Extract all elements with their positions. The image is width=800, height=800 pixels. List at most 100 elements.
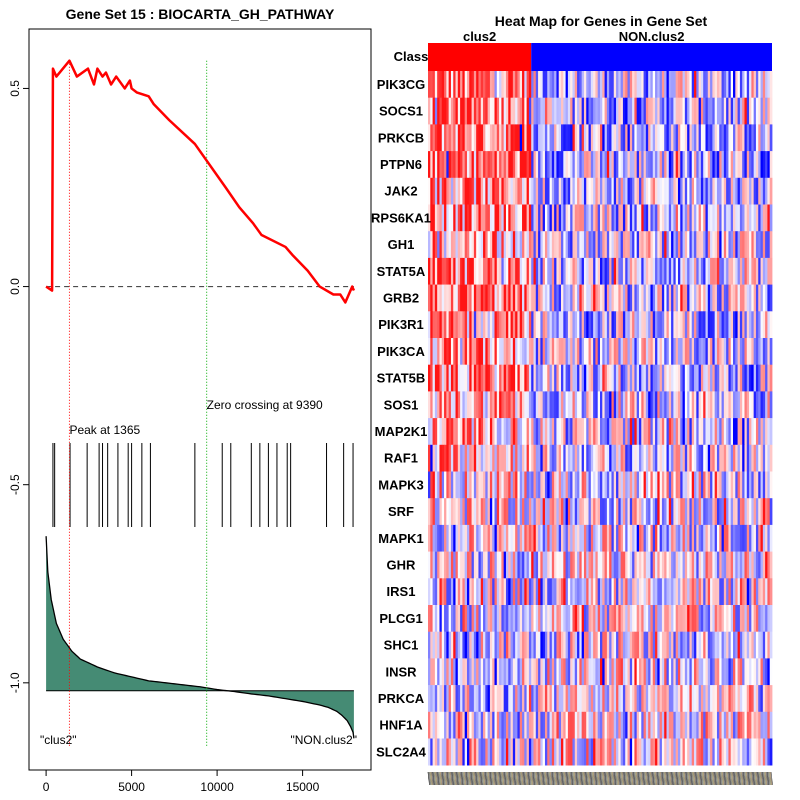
heatmap-cell	[657, 311, 661, 339]
heatmap-cell	[671, 685, 674, 713]
heatmap-cell	[609, 97, 612, 125]
heatmap-cell	[457, 418, 461, 446]
heatmap-cell	[687, 551, 690, 579]
heatmap-cell	[641, 124, 644, 152]
heatmap-cell	[501, 444, 505, 472]
heatmap-cell	[744, 338, 748, 365]
heatmap-cell	[716, 471, 720, 499]
heatmap-cell	[549, 311, 553, 339]
heatmap-cell	[503, 524, 507, 552]
heatmap-cell	[719, 257, 722, 285]
heatmap-cell	[581, 124, 585, 152]
heatmap-cell	[460, 124, 463, 152]
heatmap-cell	[434, 71, 438, 98]
heatmap-cell	[588, 71, 592, 98]
heatmap-cell	[698, 391, 702, 419]
heatmap-cell	[583, 231, 587, 259]
heatmap-cell	[471, 311, 475, 339]
gene-label: GRB2	[383, 290, 419, 305]
heatmap-cell	[588, 551, 592, 579]
heatmap-cell	[524, 97, 528, 125]
heatmap-cell	[661, 311, 665, 339]
heatmap-cell	[606, 498, 610, 526]
heatmap-cell	[742, 151, 745, 179]
heatmap-cell	[499, 204, 502, 232]
heatmap-cell	[758, 311, 761, 339]
heatmap-cell	[625, 151, 628, 179]
heatmap-cell	[471, 605, 475, 632]
heatmap-cell	[691, 711, 695, 739]
heatmap-cell	[496, 578, 500, 606]
heatmap-cell	[542, 524, 546, 552]
heatmap-cell	[563, 231, 566, 259]
heatmap-cell	[625, 498, 628, 526]
heatmap-cell	[487, 658, 491, 686]
heatmap-cell	[629, 578, 633, 606]
heatmap-cell	[666, 391, 670, 419]
guide-lines	[46, 60, 354, 747]
heatmap-cell	[503, 151, 507, 179]
heatmap-cell	[606, 631, 610, 659]
heatmap-cell	[751, 711, 755, 739]
heatmap-cell	[744, 605, 748, 632]
heatmap-cell	[641, 151, 644, 179]
sample-label-mark	[729, 771, 732, 786]
heatmap-cell	[726, 685, 729, 713]
sample-label-mark	[622, 771, 625, 786]
heatmap-cell	[733, 177, 736, 205]
heatmap-cell	[563, 738, 566, 766]
heatmap-cell	[469, 658, 472, 686]
heatmap-cell	[441, 444, 445, 472]
heatmap-cell	[528, 605, 532, 632]
heatmap-cell	[437, 284, 440, 312]
heatmap-cell	[645, 151, 649, 179]
heatmap-cell	[519, 631, 523, 659]
heatmap-cell	[512, 418, 516, 446]
heatmap-cell	[526, 524, 530, 552]
heatmap-cell	[767, 471, 771, 499]
heatmap-cell	[609, 738, 612, 766]
heatmap-cell	[441, 124, 445, 152]
heatmap-cell	[712, 605, 716, 632]
heatmap-cell	[448, 177, 452, 205]
heatmap-cell	[434, 444, 438, 472]
heatmap-cell	[496, 284, 500, 312]
heatmap-cell	[505, 124, 509, 152]
heatmap-cell	[577, 391, 580, 419]
heatmap-cell	[622, 177, 626, 205]
heatmap-cell	[583, 631, 587, 659]
heatmap-cell	[707, 284, 711, 312]
heatmap-cell	[627, 658, 631, 686]
heatmap-cell	[453, 418, 456, 446]
heatmap-cell	[689, 418, 693, 446]
heatmap-cell	[739, 177, 743, 205]
heatmap-cell	[469, 418, 472, 446]
heatmap-cell	[629, 204, 633, 232]
heatmap-cell	[517, 204, 521, 232]
heatmap-cell	[641, 418, 644, 446]
heatmap-cell	[671, 631, 674, 659]
heatmap-cell	[448, 338, 452, 365]
heatmap-cell	[469, 124, 472, 152]
heatmap-cell	[616, 338, 619, 365]
heatmap-cell	[595, 364, 599, 392]
heatmap-cell	[540, 151, 544, 179]
heatmap-cell	[684, 471, 688, 499]
heatmap-cell	[684, 257, 688, 285]
heatmap-cell	[604, 97, 608, 125]
heatmap-cell	[682, 257, 686, 285]
heatmap-cell	[606, 605, 610, 632]
y-tick-label: -1.0	[8, 672, 22, 693]
heatmap-cell	[645, 631, 649, 659]
heatmap-cell	[428, 124, 431, 152]
heatmap-cell	[661, 391, 665, 419]
heatmap-cell	[499, 364, 502, 392]
heatmap-cell	[563, 257, 566, 285]
gene-label: PRKCB	[378, 130, 424, 145]
sample-label-mark	[563, 771, 566, 786]
heatmap-cell	[593, 97, 596, 125]
heatmap-cell	[705, 685, 709, 713]
heatmap-cell	[517, 71, 521, 98]
heatmap-cell	[510, 471, 514, 499]
heatmap-cell	[457, 338, 461, 365]
